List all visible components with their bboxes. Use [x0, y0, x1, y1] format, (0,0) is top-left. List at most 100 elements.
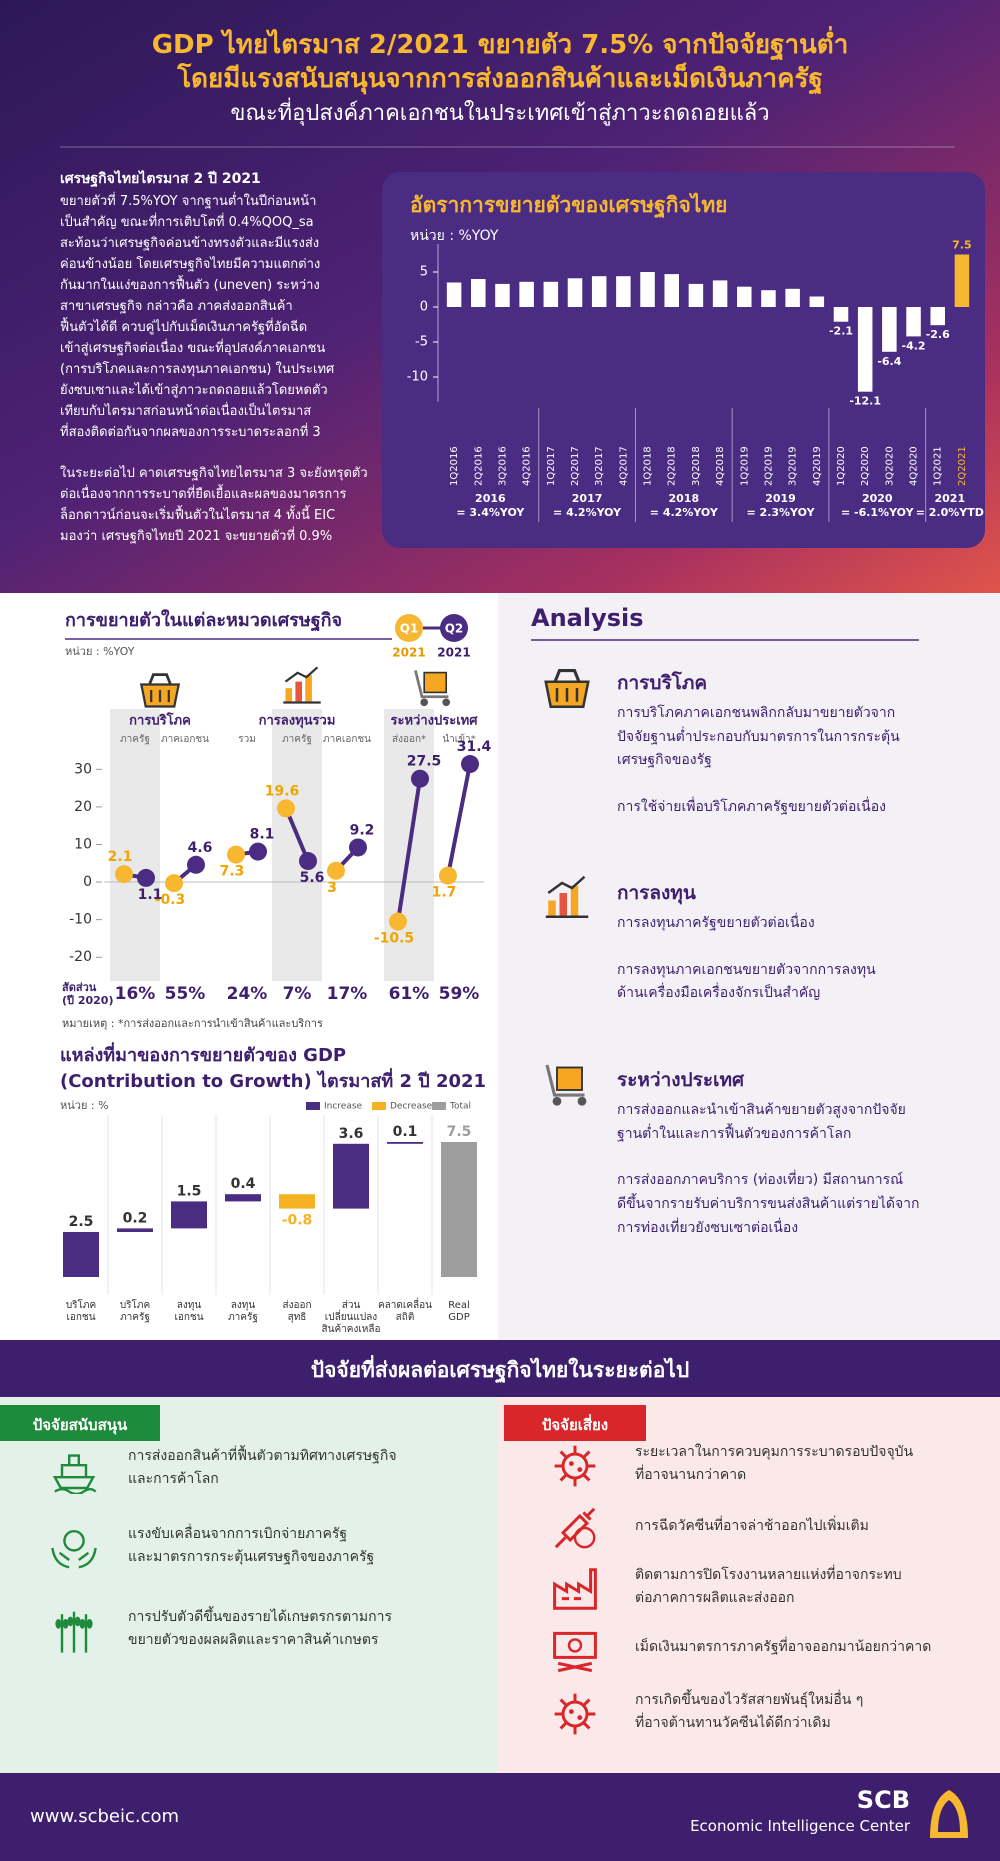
analysis-line: การบริโภคภาคเอกชนพลิกกลับมาขยายตัวจาก: [617, 705, 896, 721]
x-tick-label: ลงทุน: [231, 1300, 256, 1311]
share-value: 55%: [165, 984, 206, 1004]
icon-agriculture: [54, 1610, 94, 1654]
bar: [906, 307, 921, 337]
value-label: 31.4: [457, 739, 492, 755]
value-label: 3: [327, 880, 337, 896]
group-note: = 3.4%YOY: [456, 506, 525, 519]
bar: [63, 1232, 99, 1277]
outlook-title: ปัจจัยที่ส่งผลต่อเศรษฐกิจไทยในระยะต่อไป: [310, 1358, 690, 1382]
value-label: 4.6: [188, 840, 213, 856]
value-label: 1.5: [177, 1183, 202, 1199]
x-tick-label: 1Q2016: [449, 446, 460, 486]
risk-item: การเกิดขึ้นของไวรัสสายพันธุ์ใหม่อื่น ๆ: [635, 1692, 864, 1708]
bar: [882, 307, 897, 352]
bar: [495, 283, 510, 307]
header-subtitle: ขณะที่อุปสงค์ภาคเอกชนในประเทศเข้าสู่ภาวะ…: [230, 101, 770, 126]
legend-label: Increase: [324, 1102, 363, 1112]
intro-line: สะท้อนว่าเศรษฐกิจค่อนข้างทรงตัวและมีแรงส…: [60, 236, 320, 251]
legend-swatch: [306, 1102, 320, 1110]
point: [115, 865, 133, 884]
bar: [441, 1142, 477, 1277]
support-label: ปัจจัยสนับสนุน: [32, 1416, 128, 1434]
support-item: การส่งออกสินค้าที่ฟื้นตัวตามทิศทางเศรษฐก…: [128, 1448, 397, 1464]
legend-marker: [440, 614, 468, 642]
x-tick-label: Real: [448, 1300, 470, 1311]
x-tick-label: 2Q2020: [860, 446, 871, 486]
bar: [543, 281, 559, 307]
unit-label: หน่วย : %YOY: [410, 228, 499, 244]
analysis-title: Analysis: [531, 604, 644, 632]
legend-swatch: [432, 1102, 446, 1110]
value-label: 7.5: [952, 239, 972, 252]
risk-item: ต่อภาคการผลิตและส่งออก: [635, 1590, 795, 1606]
value-label: -2.1: [829, 325, 853, 338]
chart-background: [382, 172, 985, 548]
x-tick-label: บริโภค: [120, 1298, 150, 1311]
x-tick-label: 4Q2019: [812, 446, 823, 486]
x-tick-label: GDP: [448, 1312, 469, 1323]
value-label: -0.8: [282, 1213, 313, 1229]
x-tick-label: 2Q2017: [570, 446, 581, 486]
bar: [446, 282, 462, 307]
header-title: GDP ไทยไตรมาส 2/2021 ขยายตัว 7.5% จากปัจ…: [151, 30, 849, 60]
support-tag: [0, 1405, 160, 1441]
analysis-line: การลงทุนภาคเอกชนขยายตัวจากการลงทุน: [617, 961, 876, 978]
group-label: 2019: [765, 492, 796, 505]
x-tick-label: 3Q2019: [788, 446, 799, 486]
support-panel: [0, 1397, 498, 1773]
x-tick-label: ภาครัฐ: [282, 734, 312, 745]
y-tick-label: -5: [415, 335, 428, 350]
intro-line: ค่อนข้างน้อย โดยเศรษฐกิจไทยมีความแตกต่าง: [60, 257, 321, 272]
value-label: 7.5: [447, 1124, 472, 1140]
x-tick-label: ภาครัฐ: [120, 734, 150, 745]
x-tick-label: ภาครัฐ: [228, 1312, 258, 1323]
x-tick-label: 3Q2016: [497, 446, 508, 486]
x-tick-label: ลงทุน: [177, 1300, 202, 1311]
x-tick-label: 1Q2019: [739, 446, 750, 486]
intro-line: กันมากในแง่ของการฟื้นตัว (uneven) ระหว่า…: [60, 278, 320, 293]
point: [327, 861, 345, 880]
value-label: 5.6: [300, 870, 325, 886]
value-label: -12.1: [849, 395, 881, 408]
analysis-line: การลงทุนภาครัฐขยายตัวต่อเนื่อง: [617, 915, 815, 931]
risk-item: ที่อาจต้านทานวัคซีนได้ดีกว่าเดิม: [635, 1715, 831, 1731]
x-tick-label: 3Q2017: [594, 446, 605, 486]
point: [165, 874, 183, 893]
y-tick-label: 5: [420, 265, 428, 280]
dumbbell-bar: [396, 778, 422, 922]
value-label: 2.5: [69, 1214, 94, 1230]
point: [389, 912, 407, 931]
header-title: โดยมีแรงสนับสนุนจากการส่งออกสินค้าและเม็…: [177, 64, 823, 94]
x-tick-label: 2Q2018: [667, 446, 678, 486]
y-tick-label: -10: [69, 912, 92, 928]
legend-label: Decrease: [390, 1102, 433, 1112]
risk-item: ที่อาจนานกว่าคาด: [635, 1467, 747, 1483]
bar: [809, 296, 825, 307]
dumbbell-bar: [446, 763, 472, 877]
value-label: 19.6: [265, 783, 300, 799]
footer-url[interactable]: www.scbeic.com: [30, 1806, 180, 1827]
analysis-line: ฐานต่ำในและการฟื้นตัวของการค้าโลก: [617, 1125, 852, 1142]
shares-label: สัดส่วน: [62, 981, 97, 994]
x-tick-label: ภาครัฐ: [120, 1312, 150, 1323]
value-label: 8.1: [250, 827, 275, 843]
intro-line: สาขาเศรษฐกิจ กล่าวคือ ภาคส่งออกสินค้า: [60, 299, 293, 314]
x-tick-label: 1Q2021: [933, 446, 944, 486]
risk-label: ปัจจัยเสี่ยง: [541, 1416, 609, 1434]
value-label: 2.1: [108, 849, 133, 865]
legend-swatch: [372, 1102, 386, 1110]
bar: [279, 1194, 315, 1209]
group-note: = -6.1%YOY: [841, 506, 915, 519]
x-tick-label: ภาคเอกชน: [323, 734, 371, 745]
legend-marker: [395, 614, 423, 642]
bar: [225, 1194, 261, 1202]
bar: [567, 278, 583, 307]
intro-line: เป็นสำคัญ ขณะที่การเติบโตที่ 0.4%QOQ_sa: [60, 215, 314, 230]
x-tick-label: เอกชน: [66, 1312, 95, 1323]
analysis-line: การใช้จ่ายเพื่อบริโภคภาครัฐขยายตัวต่อเนื…: [617, 799, 886, 816]
x-tick-label: 4Q2017: [618, 446, 629, 486]
footer-unit: Economic Intelligence Center: [690, 1817, 910, 1835]
analysis-line: ดีขึ้นจากรายรับค่าบริการขนส่งสินค้าแต่รา…: [617, 1196, 920, 1213]
point: [439, 866, 457, 885]
x-tick-label: เปลี่ยนแปลง: [325, 1309, 378, 1323]
